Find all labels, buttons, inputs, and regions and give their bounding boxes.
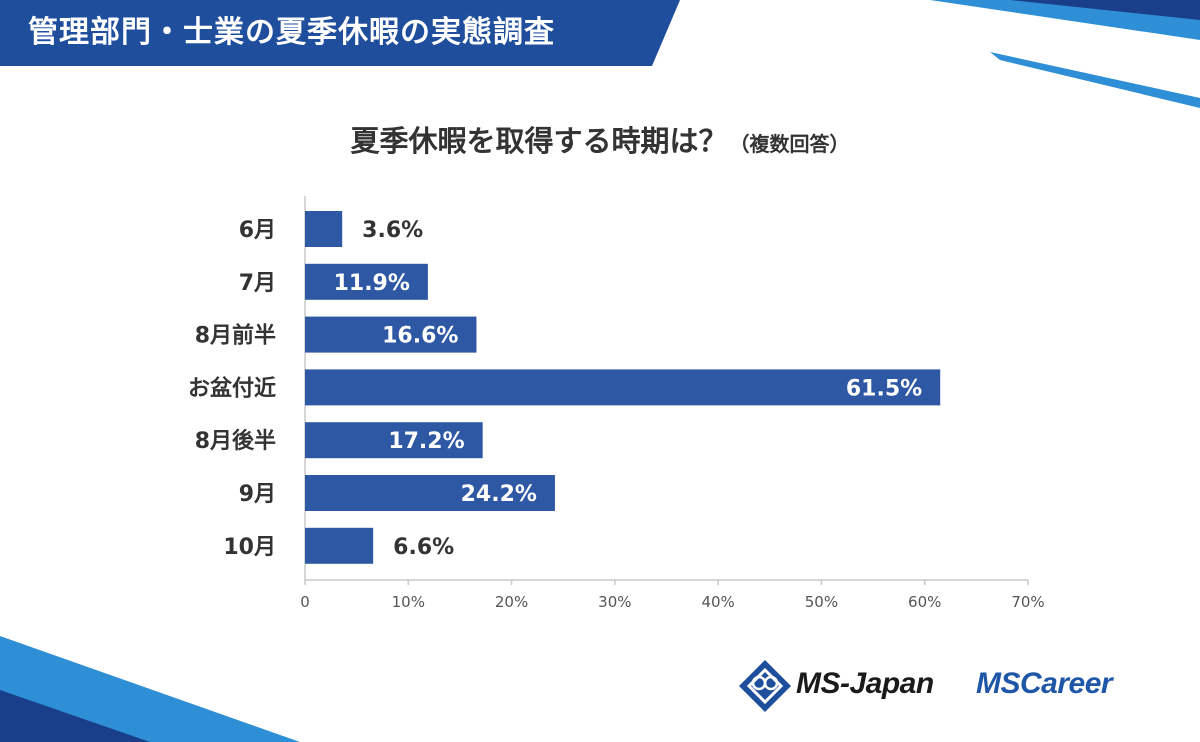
category-label: 8月前半 <box>195 323 276 349</box>
bar-value-label: 16.6% <box>382 324 458 349</box>
category-label: 7月 <box>239 271 276 296</box>
category-label: お盆付近 <box>188 375 276 401</box>
x-tick-label: 10% <box>392 593 425 611</box>
bottom-left-stripe-dark <box>0 690 150 742</box>
bar-value-label: 17.2% <box>388 429 464 454</box>
x-tick-label: 70% <box>1011 593 1044 611</box>
bar-value-label: 61.5% <box>846 376 922 401</box>
bar-value-label: 24.2% <box>461 482 537 507</box>
ms-career-logo-text: MSCareer <box>976 667 1113 700</box>
chart-subtitle: （複数回答） <box>729 132 850 156</box>
category-label: 6月 <box>239 218 276 243</box>
category-label: 9月 <box>239 482 276 507</box>
x-tick-label: 60% <box>908 593 941 611</box>
bar-value-label: 3.6% <box>362 218 423 243</box>
logos: MS-Japan MSCareer <box>736 655 1166 719</box>
x-tick-label: 30% <box>598 593 631 611</box>
bar <box>305 527 374 564</box>
page-title: 管理部門・士業の夏季休暇の実態調査 <box>28 15 555 50</box>
bar <box>305 369 941 406</box>
bar <box>305 422 483 459</box>
x-tick-label: 50% <box>805 593 838 611</box>
bottom-left-stripe-light <box>0 636 300 742</box>
bar <box>305 316 477 353</box>
category-label: 8月後半 <box>195 428 276 454</box>
category-label: 10月 <box>223 535 276 560</box>
x-tick-label: 0 <box>300 593 310 611</box>
x-tick-label: 20% <box>495 593 528 611</box>
bar-value-label: 11.9% <box>334 271 410 296</box>
x-tick-label: 40% <box>701 593 734 611</box>
top-right-stripe-thin <box>990 52 1200 108</box>
chart-title: 夏季休暇を取得する時期は？ <box>350 124 728 158</box>
bar <box>305 475 555 511</box>
top-right-stripe-dark <box>1010 0 1200 20</box>
bar-value-label: 6.6% <box>393 535 454 560</box>
ms-japan-logo-icon <box>739 660 791 712</box>
bar <box>305 263 428 300</box>
chart-title-wrap: 夏季休暇を取得する時期は？ （複数回答） <box>0 118 1200 160</box>
bar <box>305 211 343 247</box>
ms-japan-logo-text: MS-Japan <box>796 667 934 700</box>
